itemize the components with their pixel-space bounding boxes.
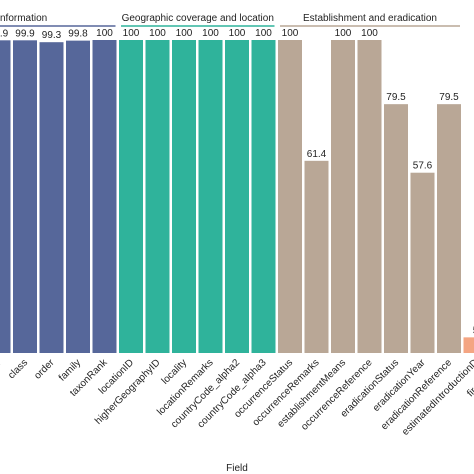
data-label: 79.5: [439, 92, 459, 103]
bar: [251, 40, 276, 353]
group-title: Establishment and eradication: [303, 13, 437, 24]
group-title: Geographic coverage and location: [122, 13, 274, 24]
data-label: 79.5: [386, 92, 406, 103]
data-label: 100: [361, 28, 378, 39]
bar: [304, 160, 329, 353]
bar: [331, 40, 355, 353]
data-label: 99.9: [15, 28, 35, 39]
data-label: 100: [149, 28, 166, 39]
data-label: 99.3: [42, 30, 62, 41]
data-label: 5: [473, 325, 474, 336]
bar: [66, 40, 90, 353]
data-label: 99.8: [68, 29, 88, 40]
x-axis-title: Field: [226, 463, 248, 474]
bar: [145, 40, 170, 353]
data-label: 99.9: [0, 28, 9, 39]
bar: [225, 40, 249, 353]
group-title: nformation: [0, 13, 47, 24]
bar: [172, 40, 196, 353]
data-label: 100: [202, 28, 219, 39]
bar: [437, 104, 461, 353]
data-label: 57.6: [413, 161, 433, 172]
bar: [39, 42, 64, 353]
data-label: 100: [96, 28, 113, 39]
bar: [92, 40, 117, 353]
bar: [119, 40, 143, 353]
bar: [357, 40, 382, 353]
bar: [463, 337, 474, 353]
bar: [198, 40, 223, 353]
data-label: 100: [176, 28, 193, 39]
data-label: 100: [335, 28, 352, 39]
bar: [13, 40, 37, 354]
bar: [0, 40, 11, 354]
data-label: 61.4: [307, 149, 327, 160]
bar: [410, 172, 435, 353]
data-label: 100: [282, 28, 299, 39]
bar: [278, 40, 302, 353]
data-label: 100: [255, 28, 272, 39]
data-label: 100: [229, 28, 246, 39]
data-label: 100: [123, 28, 140, 39]
bar: [384, 104, 408, 353]
